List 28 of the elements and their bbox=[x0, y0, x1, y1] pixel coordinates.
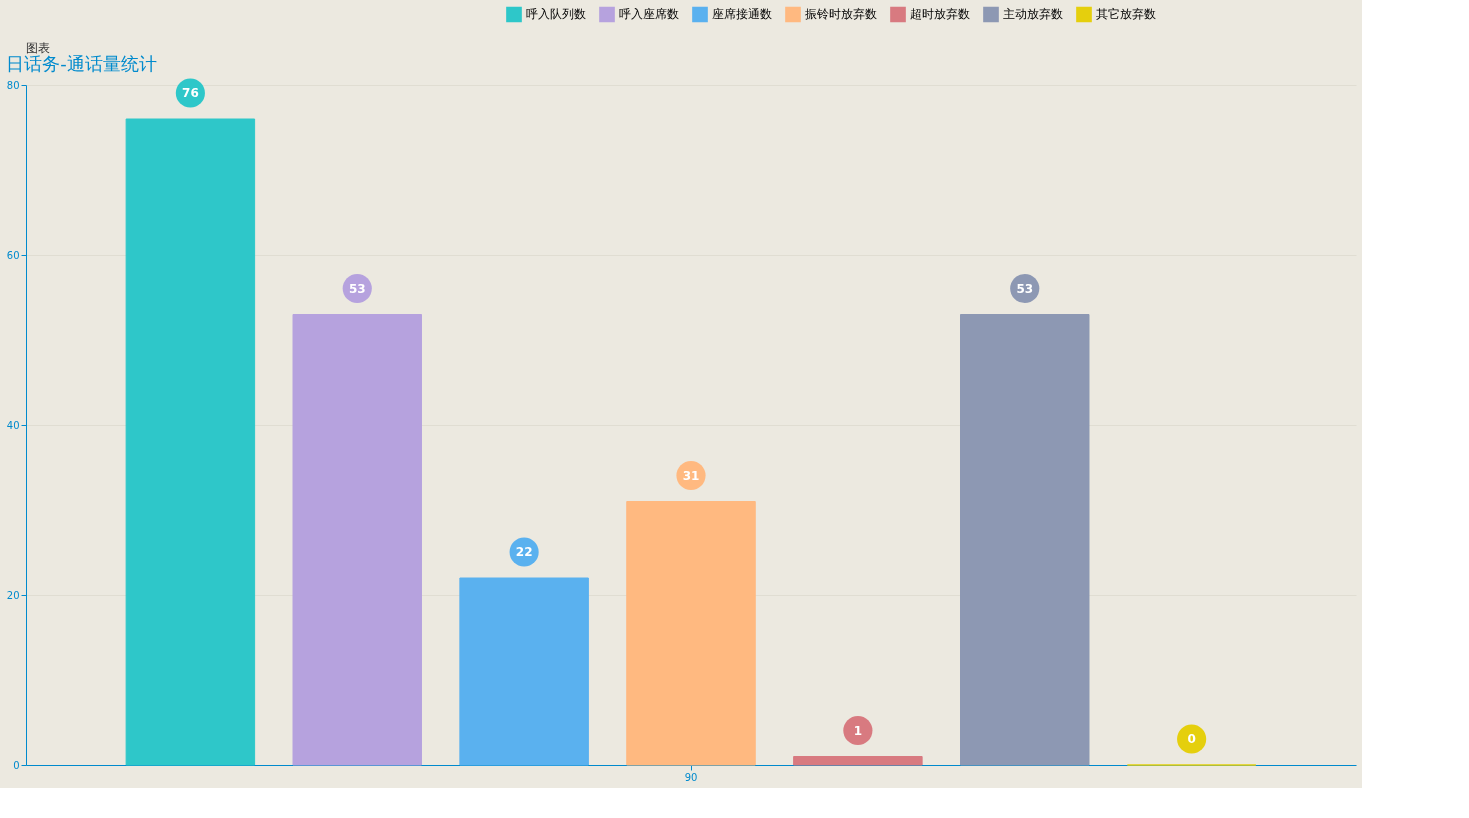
legend-label: 超时放弃数 bbox=[910, 7, 970, 22]
data-label: 1 bbox=[853, 723, 863, 738]
y-tick-label: 80 bbox=[6, 79, 20, 91]
bar bbox=[459, 577, 589, 766]
x-tick-label: 90 bbox=[684, 771, 698, 783]
bar bbox=[292, 314, 422, 766]
legend-label: 其它放弃数 bbox=[1096, 7, 1156, 22]
bar bbox=[960, 314, 1090, 766]
data-label: 76 bbox=[182, 86, 199, 100]
bar bbox=[626, 501, 756, 766]
data-label: 0 bbox=[1187, 732, 1196, 746]
y-tick-label: 20 bbox=[6, 589, 20, 601]
y-tick-label: 60 bbox=[6, 249, 20, 261]
bar bbox=[793, 756, 923, 766]
y-tick-label: 0 bbox=[13, 759, 20, 771]
y-tick-label: 40 bbox=[6, 419, 20, 431]
legend-label: 呼入队列数 bbox=[526, 7, 586, 22]
data-label: 53 bbox=[348, 281, 366, 296]
bar bbox=[125, 118, 256, 766]
data-label: 22 bbox=[515, 545, 533, 559]
legend-label: 座席接通数 bbox=[712, 7, 772, 22]
legend-label: 振铃时放弃数 bbox=[805, 7, 877, 22]
legend-label: 主动放弃数 bbox=[1003, 7, 1063, 22]
legend-label: 呼入座席数 bbox=[619, 7, 679, 22]
chart-title: 日话务-通话量统计 bbox=[6, 53, 157, 75]
data-label: 31 bbox=[682, 468, 700, 483]
text: 图表 bbox=[26, 41, 50, 55]
data-label: 53 bbox=[1016, 281, 1034, 296]
